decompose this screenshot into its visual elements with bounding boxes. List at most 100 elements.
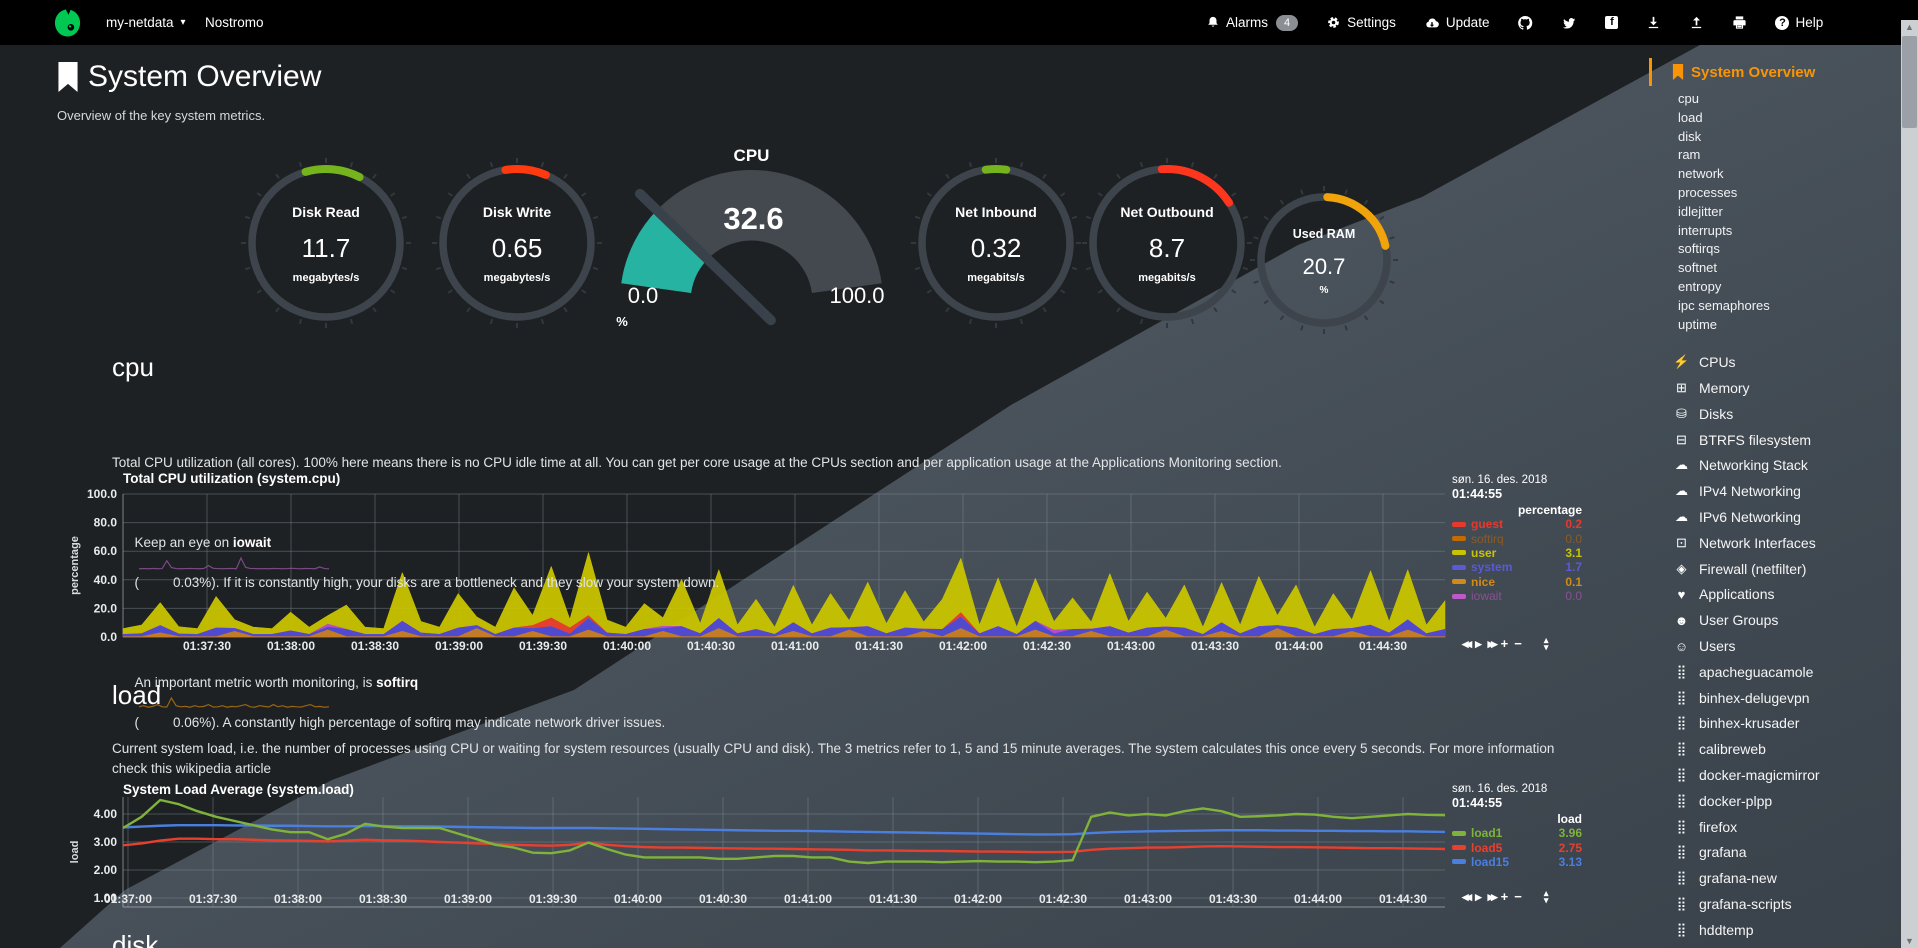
legend-swatch [1452,859,1466,865]
legend-value: 3.96 [1558,826,1582,841]
sidebar-section-grafana[interactable]: ⣿ grafana [1673,840,1894,866]
sidebar-section-ipv6-networking[interactable]: ☁ IPv6 Networking [1673,504,1894,530]
pan-forward-icon[interactable]: ▸▸ [1487,636,1498,651]
zoom-in-icon[interactable]: + [1500,636,1509,651]
legend-date: søn. 16. des. 2018 [1452,474,1548,486]
legend-item-iowait[interactable]: iowait 0.0 [1452,589,1582,603]
sidebar-item-ipc-semaphores[interactable]: ipc semaphores [1678,297,1770,313]
svg-text:2.00: 2.00 [94,863,118,877]
zoom-out-icon[interactable]: − [1514,889,1522,904]
scroll-up-icon[interactable]: ▲ [1905,22,1914,32]
legend-item-load5[interactable]: load5 2.75 [1452,840,1582,855]
play-icon[interactable]: ▸ [1475,889,1482,904]
sidebar-section-hddtemp[interactable]: ⣿ hddtemp [1673,917,1894,943]
sidebar-section-disks[interactable]: ⛁ Disks [1673,401,1894,427]
hostname: Nostromo [205,15,264,30]
sidebar-section-docker-plpp[interactable]: ⣿ docker-plpp [1673,788,1894,814]
legend-item-softirq[interactable]: softirq 0.0 [1452,531,1582,546]
sidebar-item-interrupts[interactable]: interrupts [1678,222,1733,238]
legend-item-user[interactable]: user 3.1 [1452,546,1582,560]
legend-value: 0.0 [1565,589,1582,604]
export-button[interactable] [1675,0,1718,45]
twitter-button[interactable] [1547,0,1591,45]
pan-backward-icon[interactable]: ◂◂ [1462,889,1472,904]
sidebar-item-processes[interactable]: processes [1678,184,1738,200]
sidebar-item-network[interactable]: network [1678,166,1724,182]
github-button[interactable] [1503,0,1547,45]
gauge-disk-write[interactable]: Disk Write 0.65 megabytes/s [432,158,602,328]
gauge-cpu[interactable]: CPU 32.6 0.0 100.0% [616,146,884,329]
zoom-out-icon[interactable]: − [1514,636,1522,651]
sidebar-section-user-groups[interactable]: ☻ User Groups [1673,607,1894,633]
gauge-disk-read[interactable]: Disk Read 11.7 megabytes/s [241,158,411,328]
sidebar-item-load[interactable]: load [1678,109,1703,125]
scrollbar-thumb[interactable] [1902,36,1917,128]
sidebar-item-entropy[interactable]: entropy [1678,278,1722,294]
legend-label: user [1471,545,1497,560]
gauge-net-outbound[interactable]: Net Outbound 8.7 megabits/s [1082,158,1252,328]
help-button[interactable]: ? Help [1761,0,1837,45]
legend-swatch [1452,830,1466,836]
iowait-sparkline[interactable] [138,556,329,571]
sidebar-item-softirqs[interactable]: softirqs [1678,241,1720,257]
gauge-used-ram[interactable]: Used RAM 20.7% [1250,186,1398,334]
sidebar-item-cpu[interactable]: cpu [1678,91,1699,106]
zoom-in-icon[interactable]: + [1500,889,1509,904]
import-button[interactable] [1632,0,1675,45]
resize-handle-icon[interactable]: ▴ ▾ [1543,635,1549,652]
update-button[interactable]: Update [1410,0,1504,45]
legend-item-guest[interactable]: guest 0.2 [1452,517,1582,531]
svg-text:32.6: 32.6 [723,201,783,236]
sidebar-section-firefox[interactable]: ⣿ firefox [1673,814,1894,840]
sidebar-section-networking-stack[interactable]: ☁ Networking Stack [1673,453,1894,479]
legend-item-system[interactable]: system 1.7 [1452,560,1582,574]
legend-value: 3.1 [1565,545,1582,560]
netdata-logo[interactable] [52,7,83,38]
agent-selector[interactable]: my-netdata ▾ [106,15,186,30]
sidebar-section-docker-magicmirror[interactable]: ⣿ docker-magicmirror [1673,762,1894,788]
sidebar-section-applications[interactable]: ♥ Applications [1673,582,1894,608]
sidebar-section-grafana-new[interactable]: ⣿ grafana-new [1673,865,1894,891]
legend-item-load1[interactable]: load1 3.96 [1452,826,1582,840]
sidebar-section-network-interfaces[interactable]: ⊡ Network Interfaces [1673,530,1894,556]
sidebar-section-grafana-scripts[interactable]: ⣿ grafana-scripts [1673,891,1894,917]
settings-button[interactable]: Settings [1312,0,1410,45]
pan-backward-icon[interactable]: ◂◂ [1462,636,1472,651]
resize-handle-icon[interactable]: ▴ ▾ [1543,888,1549,905]
svg-text:megabits/s: megabits/s [1138,272,1195,284]
sidebar-section-cpus[interactable]: ⚡ CPUs [1673,349,1894,375]
svg-text:%: % [616,314,628,329]
alarms-button[interactable]: Alarms 4 [1192,0,1312,45]
overview-gauges[interactable]: Disk Read 11.7 megabytes/s Disk Write 0.65 me… [0,0,1918,470]
sidebar-section-apacheguacamole[interactable]: ⣿ apacheguacamole [1673,659,1894,685]
sidebar-section-firewall-netfilter-[interactable]: ◈ Firewall (netfilter) [1673,556,1894,582]
grid-icon: ⣿ [1676,767,1687,782]
sidebar-section-memory[interactable]: ⊞ Memory [1673,375,1894,401]
play-icon[interactable]: ▸ [1475,636,1482,651]
softirq-sparkline[interactable] [138,696,329,711]
legend-item-nice[interactable]: nice 0.1 [1452,575,1582,589]
legend-label: load5 [1471,840,1503,855]
facebook-button[interactable]: f [1591,0,1632,45]
sidebar-section-ipv4-networking[interactable]: ☁ IPv4 Networking [1673,478,1894,504]
scroll-down-icon[interactable]: ▼ [1905,936,1914,946]
sidebar-item-idlejitter[interactable]: idlejitter [1678,203,1723,219]
svg-text:20.7: 20.7 [1303,254,1346,279]
sidebar-item-disk[interactable]: disk [1678,128,1702,144]
sidebar-section-binhex-delugevpn[interactable]: ⣿ binhex-delugevpn [1673,685,1894,711]
sidebar-item-softnet[interactable]: softnet [1678,260,1718,276]
sidebar-item-system-overview[interactable]: System Overview [1649,58,1894,86]
sidebar-item-ram[interactable]: ram [1678,147,1701,163]
pan-forward-icon[interactable]: ▸▸ [1487,889,1498,904]
sidebar-section-calibreweb[interactable]: ⣿ calibreweb [1673,736,1894,762]
sidebar-item-uptime[interactable]: uptime [1678,316,1718,332]
print-button[interactable] [1718,0,1761,45]
twitter-icon [1563,17,1576,29]
sidebar-section-btrfs-filesystem[interactable]: ⊟ BTRFS filesystem [1673,427,1894,453]
sidebar-section-binhex-krusader[interactable]: ⣿ binhex-krusader [1673,711,1894,737]
sidebar-section-users[interactable]: ☺ Users [1673,633,1894,659]
sidebar-section-label: grafana-new [1699,870,1777,887]
scrollbar[interactable]: ▲ ▼ [1901,20,1918,948]
gauge-net-inbound[interactable]: Net Inbound 0.32 megabits/s [911,158,1081,328]
legend-item-load15[interactable]: load15 3.13 [1452,855,1582,869]
